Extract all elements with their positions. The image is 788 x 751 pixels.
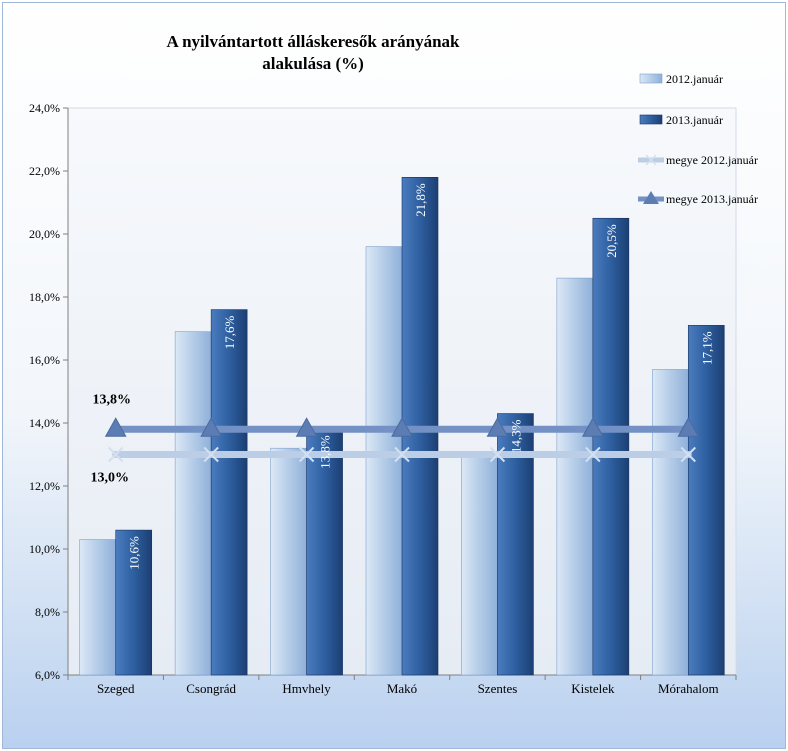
legend-label: 2012.január [666, 72, 723, 86]
marker-megye-2013 [104, 417, 127, 437]
bar-2012 [651, 369, 689, 676]
data-label-2013: 17,1% [699, 331, 714, 365]
marker-megye-2012 [203, 446, 219, 463]
bar-2013 [592, 217, 630, 676]
x-category-label: Mórahalom [658, 681, 719, 696]
marker-megye-2012 [298, 446, 315, 463]
y-tick-label: 10,0% [29, 542, 60, 556]
y-tick-label: 18,0% [29, 290, 60, 304]
legend-label: 2013.január [666, 113, 723, 127]
legend-item: 2012.január [639, 72, 723, 86]
data-label-2013: 10,6% [127, 536, 142, 570]
bar-2012 [461, 457, 498, 676]
marker-megye-2012 [394, 446, 410, 463]
legend-swatch [639, 114, 663, 125]
data-label-2013: 17,6% [222, 315, 237, 349]
legend-swatch [639, 73, 663, 84]
bar-2013 [687, 325, 725, 676]
legend-marker [645, 154, 657, 166]
marker-megye-2012 [680, 446, 696, 463]
legend-label: megye 2013.január [666, 192, 758, 206]
marker-megye-2013 [200, 417, 222, 437]
y-tick-label: 22,0% [29, 164, 60, 178]
legend-marker [643, 191, 659, 204]
label-megye-2012: 13,0% [90, 471, 129, 486]
x-category-label: Szentes [478, 681, 518, 696]
bar-2012 [556, 277, 594, 676]
y-tick-label: 6,0% [35, 668, 60, 682]
y-tick-label: 16,0% [29, 353, 60, 367]
x-category-label: Hmvhely [282, 681, 331, 696]
y-tick-label: 12,0% [29, 479, 60, 493]
legend-item: megye 2013.január [638, 191, 758, 206]
bar-2013 [115, 529, 153, 676]
marker-megye-2012 [108, 446, 124, 463]
marker-megye-2013 [391, 417, 413, 437]
data-label-2013: 21,8% [413, 183, 428, 217]
x-category-label: Makó [387, 681, 417, 696]
marker-megye-2012 [489, 446, 506, 463]
legend-label: megye 2012.január [666, 153, 758, 167]
label-megye-2013: 13,8% [92, 392, 131, 407]
data-label-2013: 20,5% [604, 224, 619, 258]
bar-2013 [306, 428, 343, 676]
bar-2012 [174, 331, 212, 676]
bar-2013 [210, 309, 248, 676]
x-category-label: Kistelek [571, 681, 615, 696]
marker-megye-2013 [677, 417, 700, 437]
y-tick-label: 8,0% [35, 605, 60, 619]
bar-2012 [79, 539, 117, 676]
bar-2012 [270, 447, 307, 676]
legend-item: 2013.január [639, 113, 723, 127]
marker-megye-2012 [585, 446, 601, 463]
marker-megye-2013 [582, 417, 604, 437]
x-category-label: Csongrád [186, 681, 236, 696]
marker-megye-2013 [295, 417, 318, 437]
chart-title: A nyilvántartott álláskeresők arányának … [166, 32, 460, 73]
legend-item: megye 2012.január [638, 153, 758, 167]
data-label-2013: 13,8% [318, 435, 333, 469]
y-tick-label: 24,0% [29, 101, 60, 115]
y-tick-label: 20,0% [29, 227, 60, 241]
y-tick-label: 14,0% [29, 416, 60, 430]
marker-megye-2013 [486, 417, 509, 437]
x-category-label: Szeged [97, 681, 135, 696]
data-label-2013: 14,3% [508, 419, 523, 453]
